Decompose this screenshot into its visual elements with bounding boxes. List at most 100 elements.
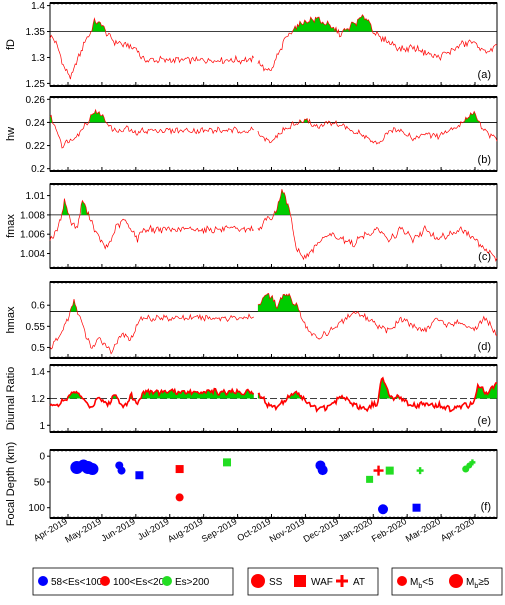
y-tick-label: 1.4 — [31, 1, 45, 12]
y-tick-label: 100 — [28, 503, 45, 514]
legend-label: WAF — [311, 577, 333, 588]
legend-box — [247, 567, 379, 596]
legend-group-1: 58<Es<100 100<Es<200 Es>200 — [32, 567, 234, 596]
legend-box — [391, 567, 503, 596]
x-tick-label: Feb-2020 — [370, 516, 408, 544]
y-tick-label: 1.35 — [26, 27, 46, 38]
series-line — [49, 17, 255, 80]
event-marker — [175, 493, 184, 502]
panel-6: 0 50 100 Focal Depth (km) (f) — [5, 442, 498, 526]
series-line — [257, 110, 498, 145]
event-marker — [469, 459, 476, 466]
event-marker — [416, 467, 424, 475]
event-marker — [385, 466, 394, 475]
y-tick-label: 0.5 — [31, 343, 45, 354]
event-marker — [117, 466, 126, 475]
y-tick-label: 0.26 — [26, 95, 46, 106]
series-line — [49, 299, 254, 355]
panel-1: 1.4 1.35 1.3 1.25 fD (a) — [5, 1, 498, 90]
above-threshold-fill — [257, 293, 302, 312]
y-tick-label: 0 — [39, 452, 45, 463]
event-marker — [378, 504, 389, 515]
event-marker — [175, 465, 184, 474]
legend-label: Mb<5 — [410, 577, 434, 590]
x-tick-label: Nov-2019 — [268, 516, 307, 544]
above-threshold-fill — [92, 18, 107, 32]
y-axis-label: fmax — [5, 214, 17, 238]
x-tick-label: Oct-2019 — [235, 516, 272, 543]
y-tick-label: 0.6 — [31, 301, 45, 312]
x-tick-label: Aug-2019 — [166, 516, 205, 544]
above-threshold-fill — [292, 111, 481, 123]
x-tick-label: Sep-2019 — [200, 516, 239, 544]
legend-marker-icon — [162, 576, 172, 586]
legend-box — [32, 567, 234, 596]
above-threshold-fill — [292, 14, 374, 32]
above-threshold-fill — [257, 378, 497, 399]
y-axis-label: hmax — [5, 306, 17, 333]
panel-5: 1.4 1.2 1 Diurnal Ratio (e) — [5, 364, 498, 433]
y-tick-label: 0.2 — [31, 164, 45, 175]
event-marker — [317, 465, 328, 476]
panel-4: 0.6 0.55 0.5 hmax (d) — [5, 281, 498, 359]
event-marker — [86, 463, 99, 476]
legend-marker-icon — [336, 575, 348, 587]
y-axis-label: Focal Depth (km) — [5, 442, 17, 526]
y-tick-label: 1.01 — [26, 191, 46, 202]
legend-label: Mb≥5 — [466, 577, 490, 590]
y-tick-label: 1.2 — [31, 394, 45, 405]
event-marker — [135, 471, 144, 480]
legend-marker-icon — [397, 576, 407, 586]
panel-frame — [49, 281, 498, 359]
series-line — [257, 189, 498, 262]
series-line — [49, 198, 254, 250]
series-line — [257, 14, 498, 72]
event-marker — [412, 503, 421, 512]
y-tick-label: 0.24 — [26, 118, 46, 129]
panel-label: (b) — [478, 154, 491, 166]
legend-marker-icon — [38, 576, 48, 586]
y-tick-label: 0.22 — [26, 141, 46, 152]
panel-frame — [49, 2, 498, 87]
above-threshold-fill — [274, 189, 292, 215]
legend-label: SS — [269, 577, 283, 588]
legend-group-2: SS WAF AT — [247, 567, 379, 596]
event-marker — [366, 475, 374, 483]
above-threshold-fill — [70, 299, 78, 312]
y-tick-label: 0.55 — [26, 322, 46, 333]
panel-label: (a) — [478, 69, 491, 81]
series-line — [257, 292, 498, 340]
legend-marker-icon — [100, 576, 110, 586]
panel-label: (c) — [478, 251, 491, 263]
series-line — [257, 376, 498, 413]
x-tick-label: Apr-2019 — [32, 516, 69, 543]
event-marker — [373, 465, 384, 476]
y-tick-label: 1.008 — [20, 210, 45, 221]
event-marker — [223, 458, 232, 467]
legend: 58<Es<100 100<Es<200 Es>200 SS WAF AT Mb<5 Mb≥5 — [32, 567, 503, 596]
series-line — [49, 387, 255, 409]
x-tick-label: Dec-2019 — [302, 516, 341, 544]
y-axis-label: fD — [5, 39, 17, 50]
y-axis-label: Diurnal Ratio — [5, 367, 17, 431]
panel-label: (f) — [481, 501, 491, 513]
panel-label: (e) — [478, 415, 491, 427]
y-tick-label: 1.3 — [31, 53, 45, 64]
y-tick-label: 1.006 — [20, 230, 45, 241]
x-tick-label: Jun-2019 — [99, 516, 137, 543]
panel-frame — [49, 449, 498, 519]
y-tick-label: 1.25 — [26, 79, 46, 90]
y-axis-label: hw — [5, 127, 17, 141]
above-threshold-fill — [62, 198, 90, 215]
x-tick-label: Mar-2020 — [404, 516, 442, 544]
legend-marker-icon — [251, 574, 265, 588]
panel-frame — [49, 183, 498, 269]
legend-label: Es>200 — [175, 577, 210, 588]
event-marker — [466, 462, 473, 469]
y-tick-label: 50 — [34, 477, 46, 488]
legend-group-3: Mb<5 Mb≥5 — [391, 567, 503, 596]
y-tick-label: 1 — [39, 421, 45, 432]
series-line — [49, 108, 254, 149]
